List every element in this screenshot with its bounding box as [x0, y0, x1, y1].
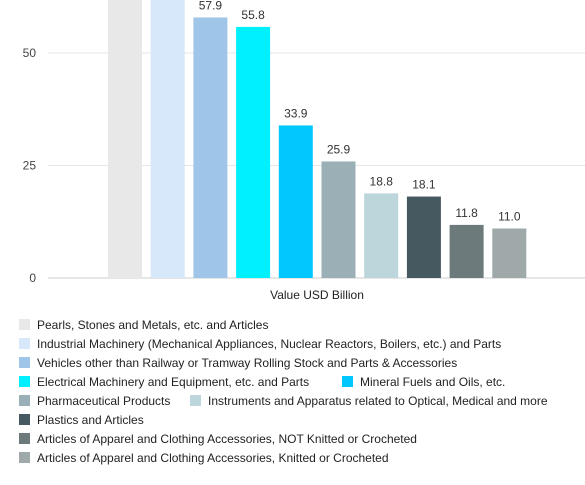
legend-swatch: [19, 452, 30, 463]
x-axis-title: Value USD Billion: [270, 288, 364, 302]
y-tick-label: 25: [23, 159, 37, 173]
legend: Pearls, Stones and Metals, etc. and Arti…: [19, 318, 548, 465]
y-tick-label: 0: [29, 271, 36, 285]
bar: [108, 0, 142, 278]
bar: [193, 17, 228, 278]
data-label: 11.8: [455, 206, 478, 220]
legend-label: Industrial Machinery (Mechanical Applian…: [37, 337, 501, 351]
bar: [321, 161, 356, 278]
legend-label: Vehicles other than Railway or Tramway R…: [37, 356, 457, 370]
data-label: 57.9: [199, 0, 223, 12]
legend-swatch: [19, 319, 30, 330]
data-label: 55.8: [241, 8, 265, 22]
legend-label: Plastics and Articles: [37, 413, 144, 427]
bar: [236, 26, 271, 279]
bars: [108, 0, 527, 279]
data-label: 25.9: [327, 142, 351, 156]
data-label: 18.8: [370, 174, 394, 188]
legend-swatch: [342, 376, 353, 387]
legend-swatch: [19, 433, 30, 444]
y-tick-label: 50: [23, 46, 37, 60]
legend-swatch: [190, 395, 201, 406]
data-labels: 108.370.257.955.833.925.918.818.111.811.…: [199, 0, 521, 224]
bar: [278, 125, 313, 278]
y-axis-ticks: 0255075100: [23, 46, 37, 285]
bar: [150, 0, 185, 278]
bar: [492, 228, 527, 278]
legend-label: Articles of Apparel and Clothing Accesso…: [37, 432, 417, 446]
legend-label: Mineral Fuels and Oils, etc.: [360, 375, 505, 389]
data-label: 18.1: [412, 178, 436, 192]
legend-swatch: [19, 357, 30, 368]
legend-label: Pharmaceutical Products: [37, 394, 170, 408]
legend-swatch: [19, 376, 30, 387]
legend-swatch: [19, 395, 30, 406]
legend-swatch: [19, 414, 30, 425]
legend-swatch: [19, 338, 30, 349]
data-label: 11.0: [498, 210, 521, 224]
data-label: 33.9: [284, 106, 308, 120]
bar: [364, 193, 399, 278]
legend-label: Pearls, Stones and Metals, etc. and Arti…: [37, 318, 268, 332]
bar: [406, 196, 441, 278]
legend-label: Electrical Machinery and Equipment, etc.…: [37, 375, 309, 389]
legend-label: Instruments and Apparatus related to Opt…: [208, 394, 548, 408]
bar: [449, 224, 484, 278]
legend-label: Articles of Apparel and Clothing Accesso…: [37, 451, 389, 465]
